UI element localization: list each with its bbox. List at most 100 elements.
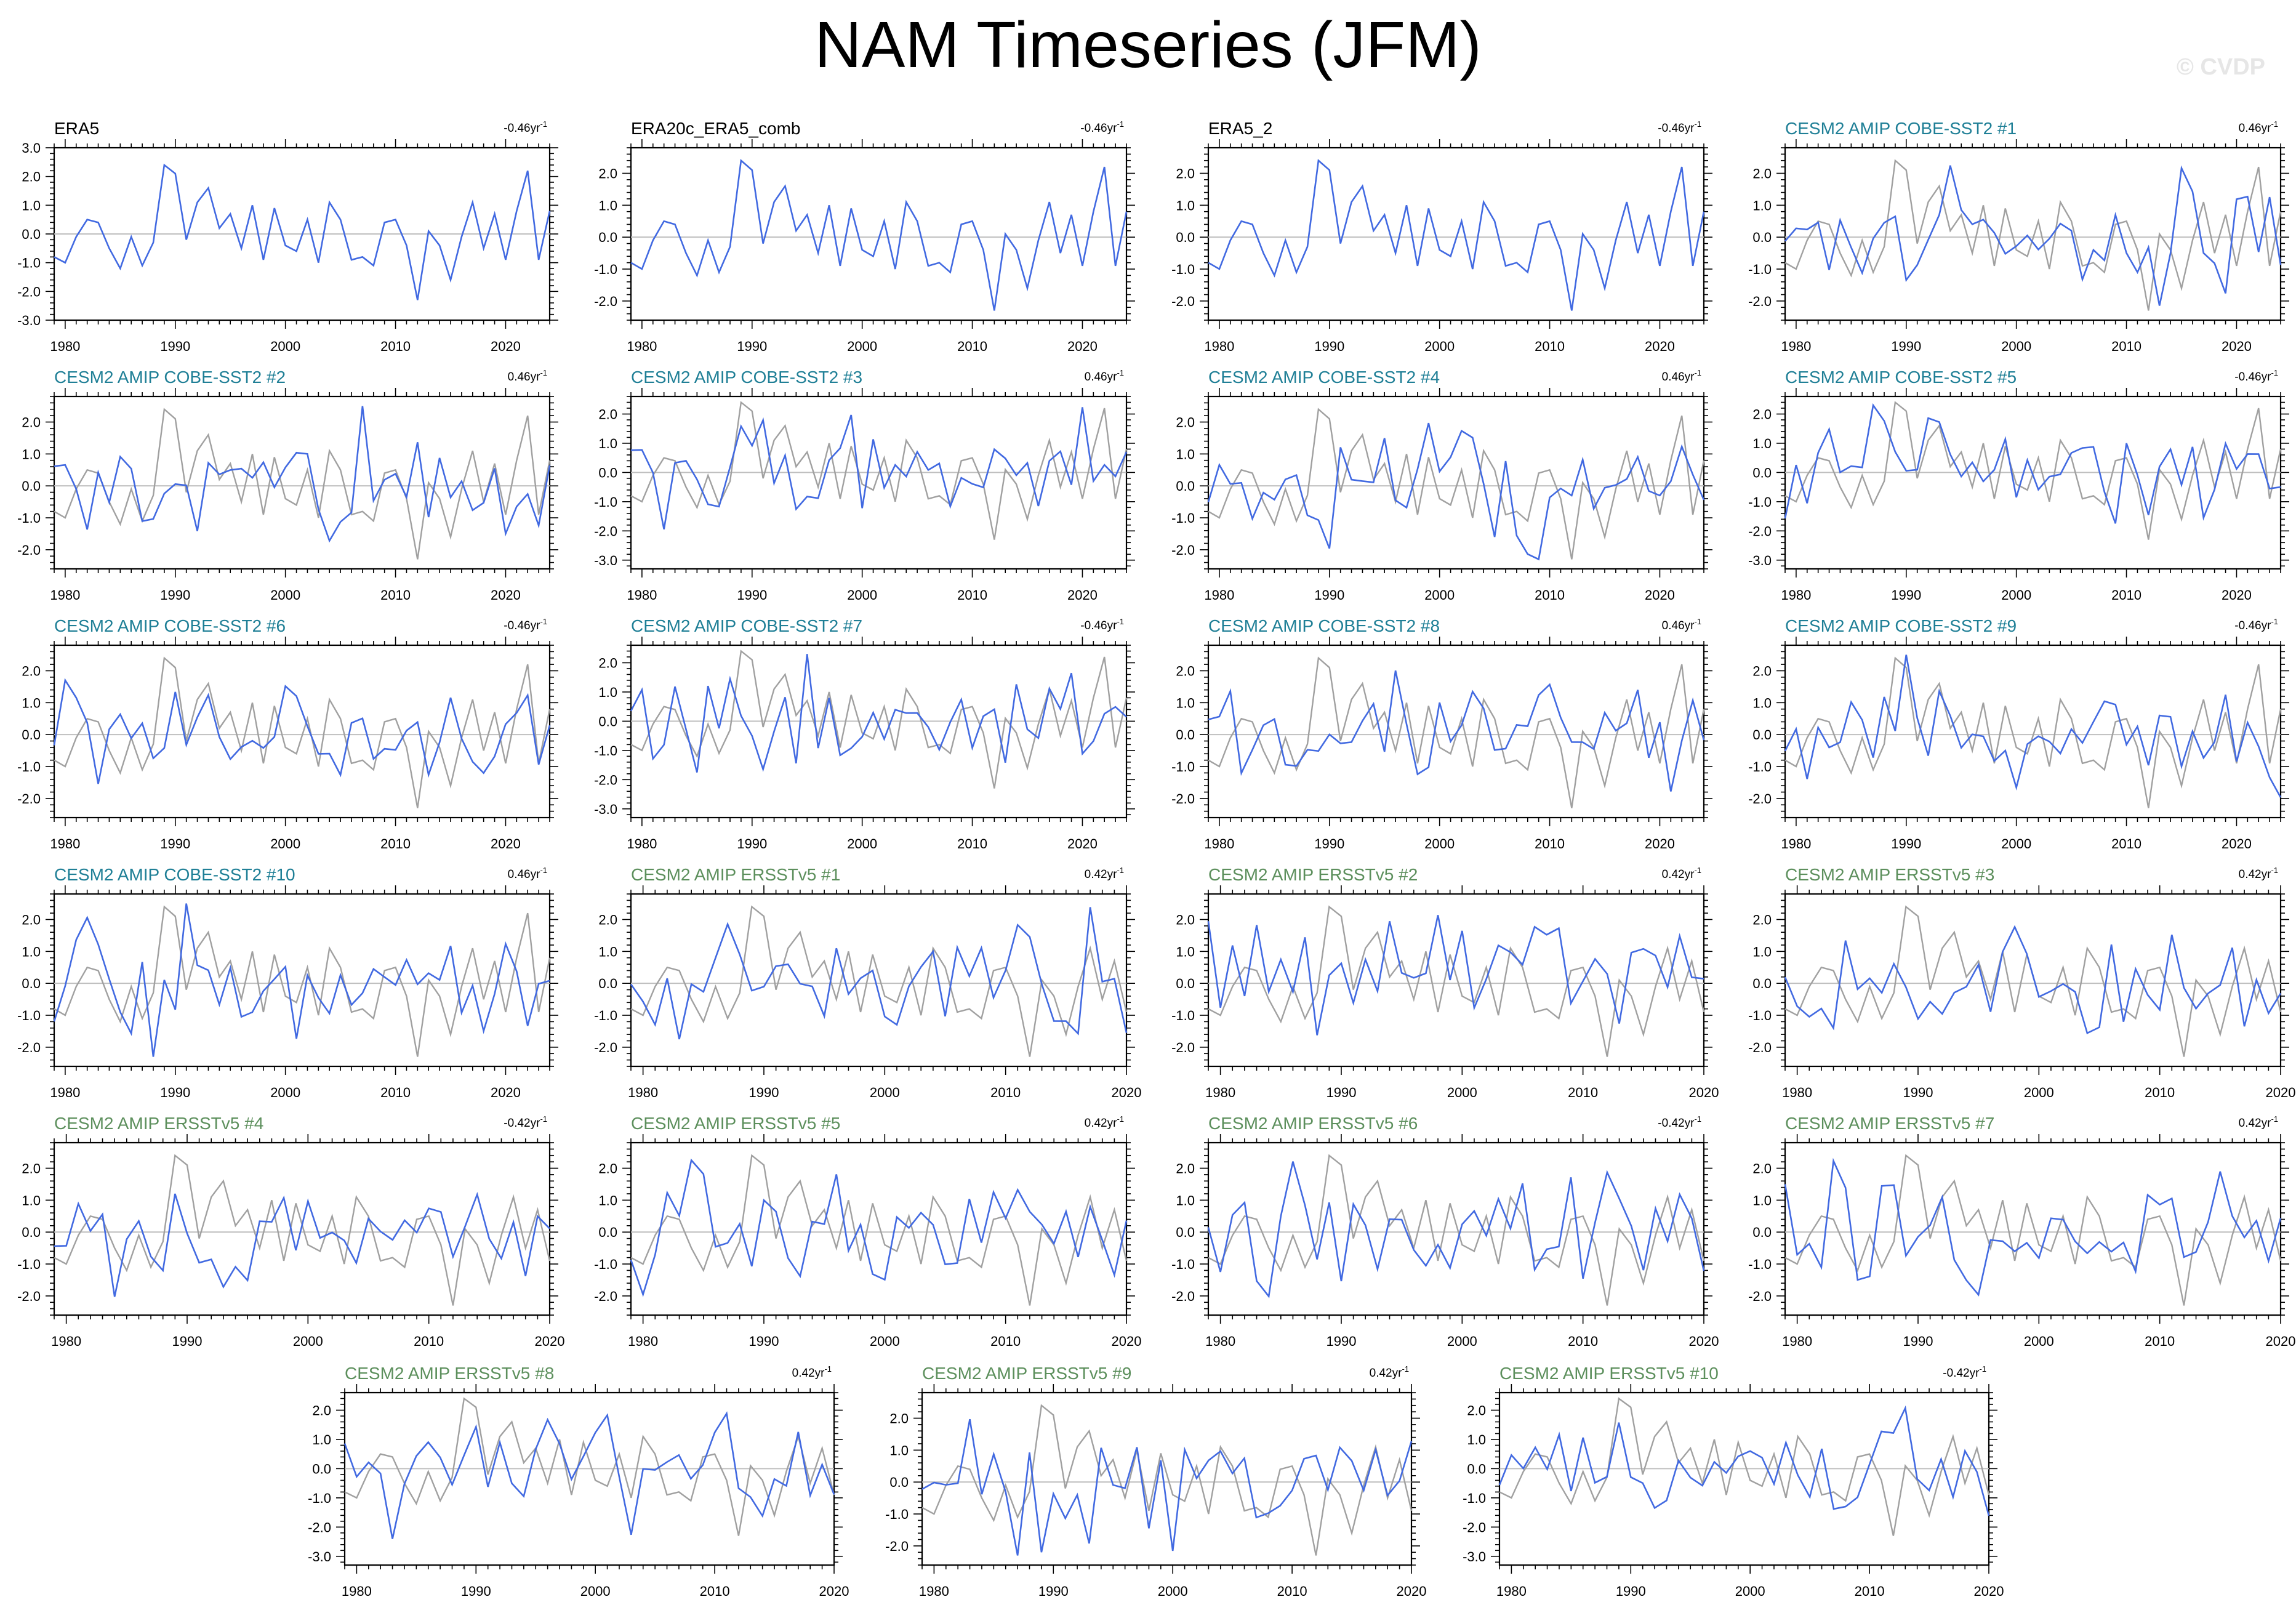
y-tick-label: -2.0 bbox=[1171, 1040, 1195, 1055]
y-tick-label: -2.0 bbox=[17, 1289, 41, 1304]
y-tick-label: 1.0 bbox=[1752, 198, 1772, 213]
y-tick-label: 0.0 bbox=[22, 976, 41, 991]
y-tick-label: -1.0 bbox=[1171, 1257, 1195, 1272]
x-tick-label: 2020 bbox=[2222, 836, 2252, 851]
panel-title: CESM2 AMIP ERSSTv5 #4 bbox=[54, 1114, 263, 1133]
obs-reference-line bbox=[1784, 1154, 2282, 1306]
trend-label: -0.42yr-1 bbox=[1943, 1364, 1986, 1380]
trend-label: 0.42yr-1 bbox=[792, 1364, 832, 1380]
y-tick-label: 0.0 bbox=[598, 976, 617, 991]
x-tick-label: 2010 bbox=[380, 836, 411, 851]
y-tick-label: 2.0 bbox=[1752, 166, 1772, 181]
panel-17: CESM2 AMIP ERSSTv5 #4 -0.42yr-1 -2.0 -1.0 0.… bbox=[17, 1114, 564, 1349]
x-tick-label: 2010 bbox=[700, 1584, 730, 1599]
y-tick-label: -1.0 bbox=[17, 1008, 41, 1023]
y-tick-label: 2.0 bbox=[1752, 912, 1772, 927]
y-tick-label: 1.0 bbox=[1752, 1193, 1772, 1208]
y-tick-label: 0.0 bbox=[1752, 727, 1772, 743]
x-tick-label: 2000 bbox=[270, 587, 300, 603]
series-line bbox=[53, 678, 551, 784]
obs-reference-line bbox=[1784, 159, 2282, 311]
y-tick-label: 2.0 bbox=[1176, 414, 1195, 430]
x-tick-label: 2020 bbox=[1645, 339, 1675, 354]
y-tick-label: -1.0 bbox=[17, 256, 41, 271]
y-tick-label: 1.0 bbox=[1176, 944, 1195, 959]
plot-frame bbox=[1784, 395, 2282, 570]
y-tick-label: 0.0 bbox=[1176, 727, 1195, 743]
x-tick-label: 2020 bbox=[491, 339, 521, 354]
x-tick-label: 2020 bbox=[535, 1334, 565, 1349]
x-tick-label: 1980 bbox=[627, 339, 657, 354]
obs-reference-line bbox=[630, 1154, 1128, 1306]
y-tick-label: 0.0 bbox=[1752, 465, 1772, 480]
plot-frame bbox=[53, 1141, 551, 1316]
x-tick-label: 2010 bbox=[990, 1334, 1021, 1349]
y-tick-label: -2.0 bbox=[1748, 1040, 1772, 1055]
x-tick-label: 2010 bbox=[1568, 1085, 1598, 1100]
obs-reference-line bbox=[1208, 656, 1705, 808]
y-tick-label: -2.0 bbox=[1748, 523, 1772, 539]
trend-label: 0.42yr-1 bbox=[1370, 1364, 1409, 1380]
panel-6: CESM2 AMIP COBE-SST2 #3 0.46yr-1 -3.0 -2.0 -… bbox=[594, 368, 1135, 603]
plot-frame bbox=[630, 147, 1128, 321]
x-tick-label: 1980 bbox=[1782, 1085, 1812, 1100]
y-tick-label: 1.0 bbox=[1176, 198, 1195, 213]
panel-title: CESM2 AMIP COBE-SST2 #2 bbox=[54, 368, 286, 387]
x-tick-label: 1980 bbox=[627, 587, 657, 603]
x-tick-label: 2020 bbox=[2222, 587, 2252, 603]
series-line bbox=[1784, 925, 2282, 1034]
x-tick-label: 2010 bbox=[2145, 1334, 2175, 1349]
x-tick-label: 1990 bbox=[1326, 1334, 1356, 1349]
plot-frame bbox=[343, 1391, 835, 1566]
trend-label: 0.46yr-1 bbox=[1085, 368, 1124, 384]
plot-frame bbox=[630, 395, 1128, 570]
y-tick-label: 0.0 bbox=[312, 1461, 331, 1476]
plot-frame bbox=[1207, 395, 1705, 570]
x-tick-label: 1990 bbox=[461, 1584, 491, 1599]
x-tick-label: 2010 bbox=[380, 587, 411, 603]
y-tick-label: 1.0 bbox=[1176, 695, 1195, 710]
y-tick-label: -3.0 bbox=[1463, 1549, 1486, 1564]
x-tick-label: 2000 bbox=[270, 339, 300, 354]
x-tick-label: 2000 bbox=[1447, 1085, 1477, 1100]
x-tick-label: 2020 bbox=[1112, 1085, 1142, 1100]
x-tick-label: 2010 bbox=[414, 1334, 444, 1349]
x-tick-label: 2020 bbox=[2222, 339, 2252, 354]
obs-reference-line bbox=[630, 401, 1128, 540]
x-tick-label: 1990 bbox=[160, 587, 190, 603]
y-tick-label: 0.0 bbox=[598, 230, 617, 245]
obs-reference-line bbox=[54, 408, 551, 560]
plot-frame bbox=[1207, 893, 1705, 1068]
series-line bbox=[1208, 159, 1705, 311]
plot-frame bbox=[630, 893, 1128, 1068]
x-tick-label: 2000 bbox=[1424, 587, 1455, 603]
obs-reference-line bbox=[1784, 401, 2282, 540]
x-tick-label: 2000 bbox=[2001, 836, 2031, 851]
panel-5: CESM2 AMIP COBE-SST2 #2 0.46yr-1 -2.0 -1.0 0… bbox=[17, 368, 558, 603]
x-tick-label: 2000 bbox=[1158, 1584, 1188, 1599]
y-tick-label: 2.0 bbox=[1176, 912, 1195, 927]
x-tick-label: 2000 bbox=[1447, 1334, 1477, 1349]
series-line bbox=[630, 907, 1128, 1040]
y-tick-label: -2.0 bbox=[17, 1040, 41, 1055]
y-tick-label: 1.0 bbox=[1176, 1193, 1195, 1208]
obs-reference-line bbox=[54, 905, 551, 1057]
panel-title: CESM2 AMIP COBE-SST2 #1 bbox=[1785, 119, 2017, 138]
y-tick-label: 2.0 bbox=[598, 1161, 617, 1176]
obs-reference-line bbox=[344, 1397, 835, 1536]
x-tick-label: 2000 bbox=[847, 836, 877, 851]
y-tick-label: -1.0 bbox=[1171, 759, 1195, 775]
y-tick-label: 1.0 bbox=[1752, 695, 1772, 710]
y-tick-label: -2.0 bbox=[17, 542, 41, 558]
panel-20: CESM2 AMIP ERSSTv5 #7 0.42yr-1 -2.0 -1.0 0.0… bbox=[1748, 1114, 2295, 1349]
panel-1: ERA5 -0.46yr-1 -3.0 -2.0 -1.0 0.0 1.0 2.0 3.0 198… bbox=[17, 119, 558, 354]
x-tick-label: 1980 bbox=[919, 1584, 949, 1599]
x-tick-label: 2010 bbox=[2111, 587, 2141, 603]
panel-21: CESM2 AMIP ERSSTv5 #8 0.42yr-1 -3.0 -2.0 -1.… bbox=[308, 1364, 849, 1599]
series-line bbox=[1207, 1161, 1705, 1298]
page-title: NAM Timeseries (JFM) bbox=[814, 9, 1482, 81]
x-tick-label: 1980 bbox=[50, 836, 80, 851]
x-tick-label: 2010 bbox=[1855, 1584, 1885, 1599]
plot-frame bbox=[53, 893, 551, 1068]
x-tick-label: 2020 bbox=[1112, 1334, 1142, 1349]
